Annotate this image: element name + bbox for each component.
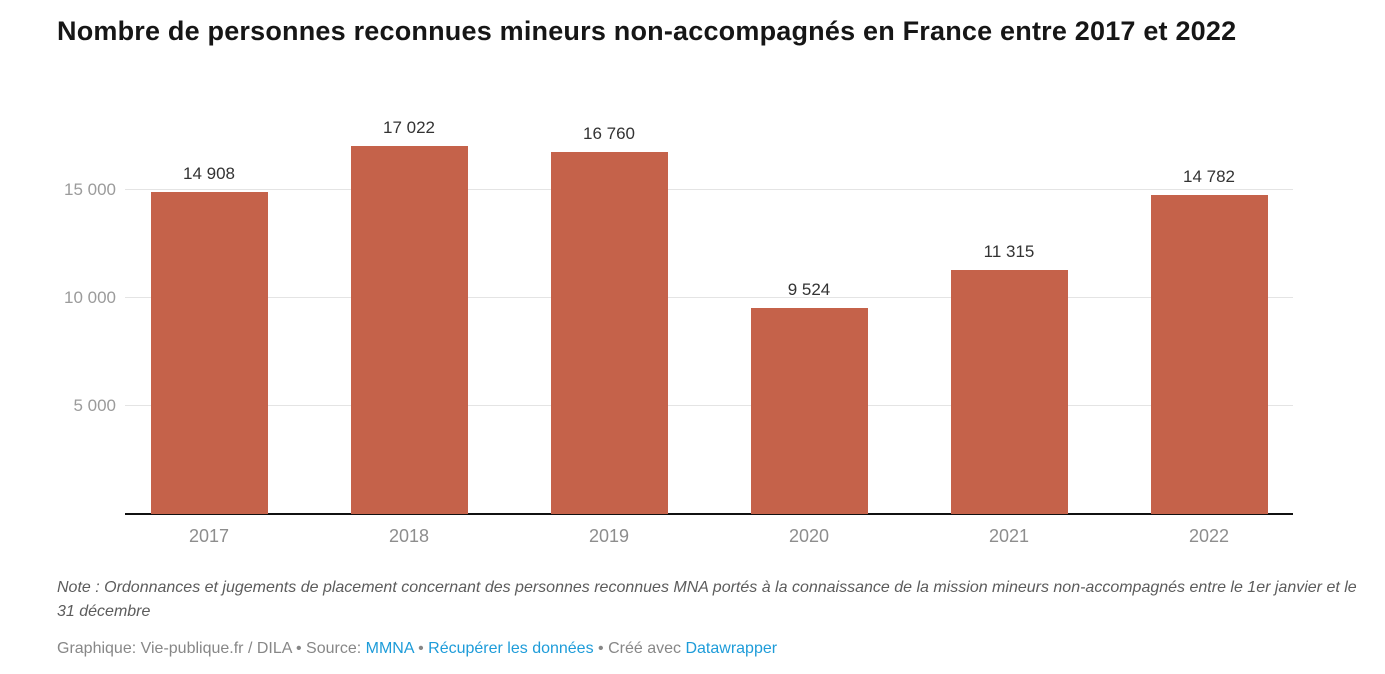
bar-2018[interactable] xyxy=(350,146,468,514)
bar-value-label: 14 782 xyxy=(1183,166,1235,186)
footer-separator: • xyxy=(418,640,424,657)
x-axis-baseline xyxy=(125,513,1293,515)
source-link-mmna[interactable]: MMNA xyxy=(365,640,414,657)
bar-value-label: 11 315 xyxy=(983,241,1035,261)
bar-value-label: 14 908 xyxy=(183,164,235,183)
chart-note: Note : Ordonnances et jugements de place… xyxy=(57,579,1357,620)
bar-2017[interactable] xyxy=(150,192,268,514)
y-axis-tick-label: 5 000 xyxy=(73,396,116,415)
y-axis-tick-label: 10 000 xyxy=(64,288,116,307)
chart-footer: Graphique: Vie-publique.fr / DILA • Sour… xyxy=(57,640,1357,658)
bar-2021[interactable] xyxy=(950,269,1068,514)
x-axis-label-2022: 2022 xyxy=(1188,526,1230,546)
gridline xyxy=(125,297,1293,298)
bar-value-label: 16 760 xyxy=(583,123,635,143)
bar-2022[interactable] xyxy=(1150,194,1268,514)
datawrapper-link[interactable]: Datawrapper xyxy=(685,640,778,657)
gridline xyxy=(125,189,1293,190)
bar-chart-plot-area: 5 000 10 000 15 000 14 908 2017 17 022 2018 16 … xyxy=(64,118,1293,546)
x-axis-label-2020: 2020 xyxy=(788,526,830,546)
get-the-data-link[interactable]: Récupérer les données xyxy=(428,640,594,657)
footer-separator: • xyxy=(295,640,302,657)
bar-value-label: 17 022 xyxy=(383,118,435,138)
footer-credit: Graphique: Vie-publique.fr / DILA xyxy=(57,640,292,657)
bar-2019[interactable] xyxy=(550,151,668,514)
bar-2020[interactable] xyxy=(750,308,868,514)
x-axis-label-2019: 2019 xyxy=(588,526,630,546)
x-axis-label-2021: 2021 xyxy=(988,526,1030,546)
y-axis-tick-label: 15 000 xyxy=(64,180,116,199)
footer-source-label: Source: xyxy=(306,640,362,657)
footer-separator: • xyxy=(598,640,604,657)
bar-value-label: 9 524 xyxy=(787,280,831,300)
gridline xyxy=(125,405,1293,406)
footer-created-label: Créé avec xyxy=(608,640,682,657)
chart-title: Nombre de personnes reconnues mineurs no… xyxy=(57,16,1237,46)
x-axis-label-2018: 2018 xyxy=(388,526,430,546)
x-axis-label-2017: 2017 xyxy=(188,526,230,546)
